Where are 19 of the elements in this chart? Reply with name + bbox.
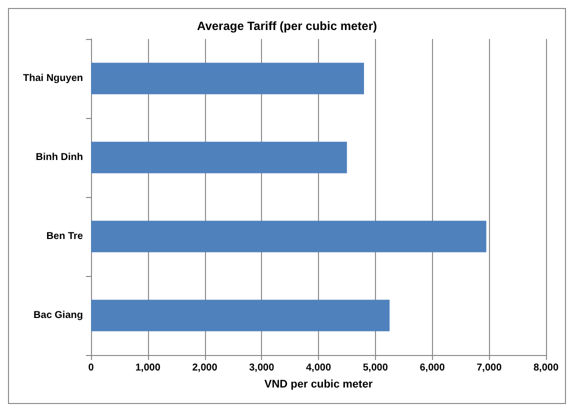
y-tick-label: Thai Nguyen — [22, 73, 83, 84]
bar — [91, 220, 486, 252]
x-tick-label: 6,000 — [420, 362, 446, 374]
x-tick-label: 5,000 — [362, 362, 388, 374]
bar — [91, 142, 347, 174]
x-tick-label: 8,000 — [533, 362, 559, 374]
bar — [91, 62, 364, 94]
chart-title: Average Tariff (per cubic meter) — [196, 19, 378, 33]
x-tick-label: 7,000 — [476, 362, 502, 374]
x-tick-label: 0 — [88, 362, 94, 374]
y-tick-label: Binh Dinh — [36, 152, 83, 163]
x-axis-title: VND per cubic meter — [264, 378, 374, 390]
y-tick-label: Ben Tre — [46, 231, 84, 242]
x-tick-label: 3,000 — [249, 362, 275, 374]
x-tick-label: 4,000 — [306, 362, 332, 374]
bar — [91, 300, 390, 332]
x-tick-label: 2,000 — [192, 362, 218, 374]
x-tick-label: 1,000 — [135, 362, 161, 374]
y-tick-label: Bac Giang — [34, 310, 83, 321]
